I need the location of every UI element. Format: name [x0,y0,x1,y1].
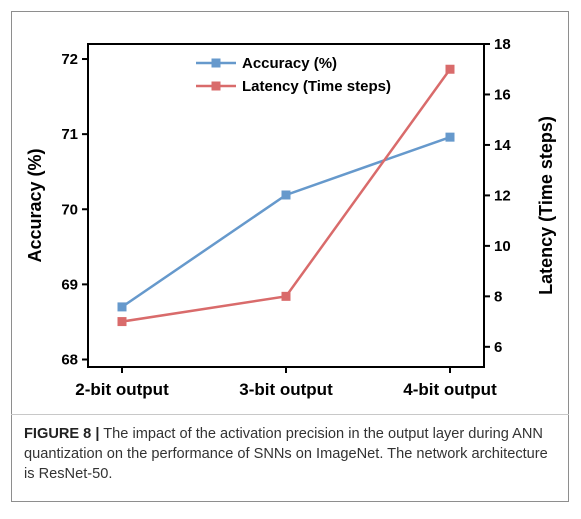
left-axis-tick-label: 72 [61,51,78,68]
data-point-marker [445,132,455,142]
right-axis-tick-label: 6 [494,339,502,356]
left-axis-tick-label: 69 [61,276,78,293]
right-axis-tick-label: 18 [494,36,511,53]
right-axis-tick-label: 14 [494,137,511,154]
right-axis-tick-label: 12 [494,187,511,204]
data-point-marker [117,317,127,327]
caption-text: The impact of the activation precision i… [24,426,548,482]
right-axis-tick-label: 8 [494,288,502,305]
right-axis-tick-label: 16 [494,86,511,103]
left-axis-label: Accuracy (%) [25,148,45,262]
data-point-marker [281,291,291,301]
data-point-marker [445,64,455,74]
data-point-marker [281,190,291,200]
legend-marker [211,81,221,91]
legend-label: Latency (Time steps) [242,78,391,95]
left-axis-tick-label: 70 [61,201,78,218]
figure-caption: FIGURE 8 | The impact of the activation … [24,424,550,484]
left-axis-tick-label: 68 [61,351,78,368]
right-axis-label: Latency (Time steps) [536,116,556,295]
x-axis-category-label: 4-bit output [403,380,497,399]
right-axis-tick-label: 10 [494,238,511,255]
caption-label: FIGURE 8 | [24,426,100,442]
figure-frame [11,11,569,502]
data-point-marker [117,302,127,312]
left-axis-tick-label: 71 [61,126,78,143]
caption-divider [11,414,569,415]
legend-label: Accuracy (%) [242,55,337,72]
legend-marker [211,58,221,68]
series-line [121,135,451,308]
x-axis-category-label: 2-bit output [75,380,169,399]
x-axis-category-label: 3-bit output [239,380,333,399]
